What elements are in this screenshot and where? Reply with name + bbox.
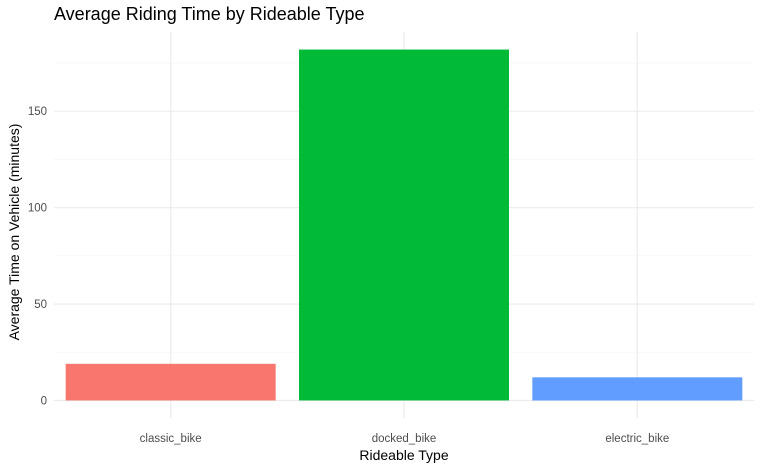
x-tick-label: electric_bike	[605, 433, 669, 445]
x-tick-label: classic_bike	[140, 433, 202, 445]
bar-classic-bike	[65, 363, 276, 401]
chart-title: Average Riding Time by Rideable Type	[54, 4, 365, 24]
bar-electric-bike	[532, 377, 743, 401]
x-axis-title: Rideable Type	[359, 447, 448, 463]
x-axis-ticks: classic_bike docked_bike electric_bike	[140, 433, 670, 445]
y-tick-label: 100	[28, 203, 47, 215]
y-tick-label: 0	[41, 395, 47, 407]
bars	[65, 49, 743, 401]
y-axis-title: Average Time on Vehicle (minutes)	[6, 124, 22, 341]
x-tick-label: docked_bike	[372, 433, 437, 445]
y-tick-label: 150	[28, 106, 47, 118]
y-tick-label: 50	[34, 299, 47, 311]
y-axis-ticks: 0 50 100 150	[28, 106, 47, 407]
bar-docked-bike	[299, 49, 509, 401]
